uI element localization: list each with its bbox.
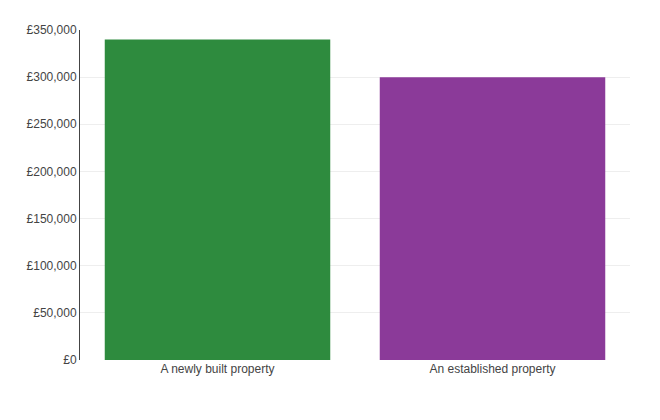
svg-text:£200,000: £200,000 (27, 165, 77, 179)
svg-text:£50,000: £50,000 (33, 306, 77, 320)
svg-text:£100,000: £100,000 (27, 259, 77, 273)
svg-text:A newly built property: A newly built property (160, 362, 274, 376)
svg-text:£0: £0 (63, 353, 77, 367)
svg-text:£250,000: £250,000 (27, 117, 77, 131)
svg-text:An established property: An established property (429, 362, 555, 376)
svg-text:£150,000: £150,000 (27, 212, 77, 226)
svg-text:£350,000: £350,000 (27, 23, 77, 37)
svg-text:£300,000: £300,000 (27, 70, 77, 84)
